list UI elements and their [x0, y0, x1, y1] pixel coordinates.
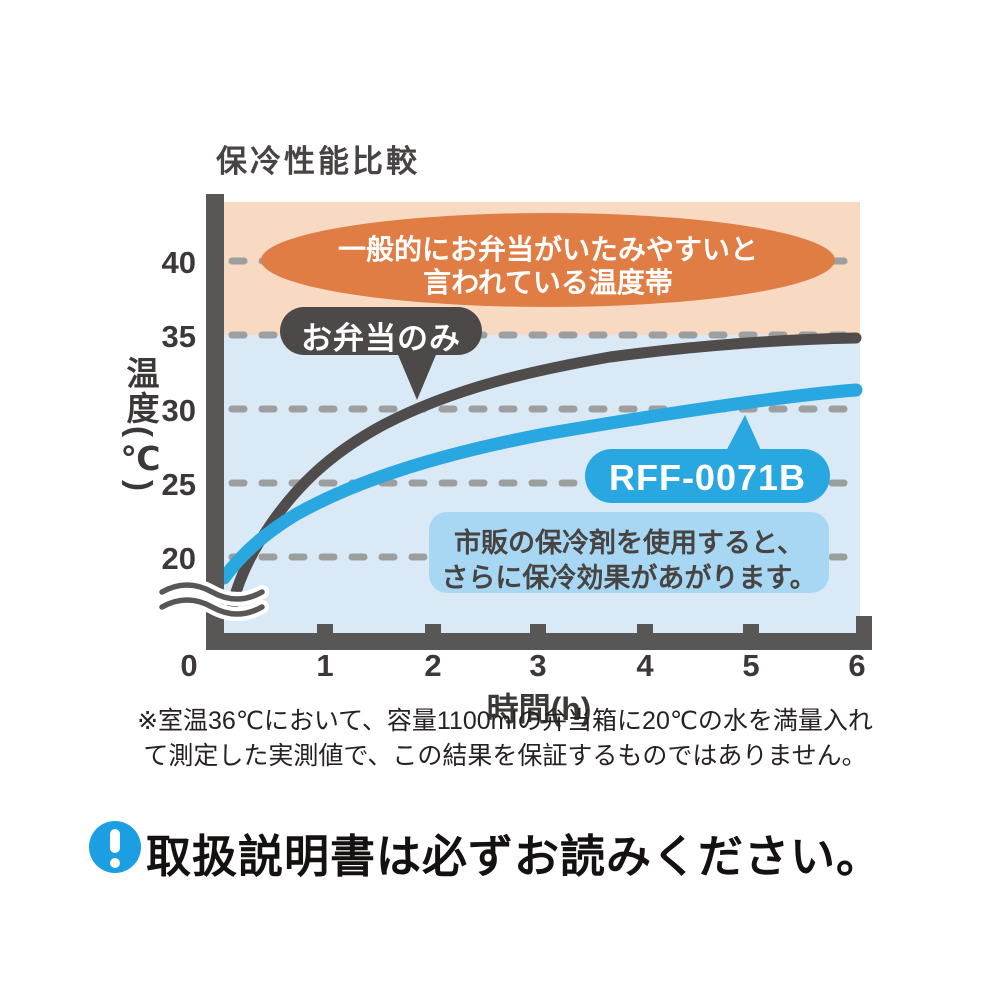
y-axis-bar: [206, 194, 224, 650]
note-line1: 市販の保冷剤を使用すると、: [454, 528, 804, 558]
x-tick-label-4: 4: [636, 648, 654, 683]
x-tick-2: [425, 624, 441, 634]
x-tick-1: [317, 624, 333, 634]
x-tick-label-5: 5: [742, 648, 760, 683]
x-tick-label-1: 1: [316, 648, 334, 683]
x-tick-label-0: 0: [180, 648, 198, 683]
x-tick-3: [530, 624, 546, 634]
x-tick-6-endcap: [856, 616, 872, 634]
bento-only-label: お弁当のみ: [301, 321, 461, 356]
footnote-line2: て測定した実測値で、この結果を保証するものではありません。: [143, 742, 867, 770]
axes: [206, 194, 872, 650]
danger-zone-label-line2: 言われている温度帯: [423, 267, 673, 298]
axis-break: [155, 578, 269, 621]
x-tick-label-6: 6: [848, 648, 866, 683]
x-tick-5: [743, 624, 759, 634]
rff-model-label: RFF-0071B: [608, 457, 807, 498]
y-tick-label-30: 30: [161, 393, 196, 428]
danger-zone-ellipse: [261, 213, 835, 307]
exclamation-icon: [89, 821, 141, 873]
y-tick-label-25: 25: [161, 467, 196, 502]
note-bubble: [429, 512, 829, 593]
footnote-line1: ※室温36℃において、容量1100mlの弁当箱に20℃の水を満量入れ: [137, 707, 873, 735]
warning-text: 取扱説明書は必ずお読みください。: [146, 831, 883, 882]
x-tick-label-2: 2: [424, 648, 442, 683]
y-axis-title: 温度(℃): [122, 356, 159, 493]
footnote: ※室温36℃において、容量1100mlの弁当箱に20℃の水を満量入れ て測定した…: [90, 704, 920, 774]
danger-zone-label-line1: 一般的にお弁当がいたみやすいと: [337, 234, 758, 265]
y-tick-label-40: 40: [161, 245, 196, 280]
note-line2: さらに保冷効果があがります。: [441, 563, 817, 593]
y-tick-label-20: 20: [161, 541, 196, 576]
x-axis-title: 時間(h): [486, 691, 592, 727]
rff-curve: [217, 383, 863, 585]
bento-only-bubble: [280, 307, 482, 400]
rff-bubble: [585, 415, 830, 503]
y-tick-label-35: 35: [161, 319, 196, 354]
x-axis-bar: [206, 633, 872, 650]
x-tick-label-3: 3: [529, 648, 547, 683]
exclamation-dot: [110, 858, 120, 868]
chart-title: 保冷性能比較: [216, 144, 420, 179]
exclamation-bar: [110, 829, 120, 853]
x-tick-4: [637, 624, 653, 634]
